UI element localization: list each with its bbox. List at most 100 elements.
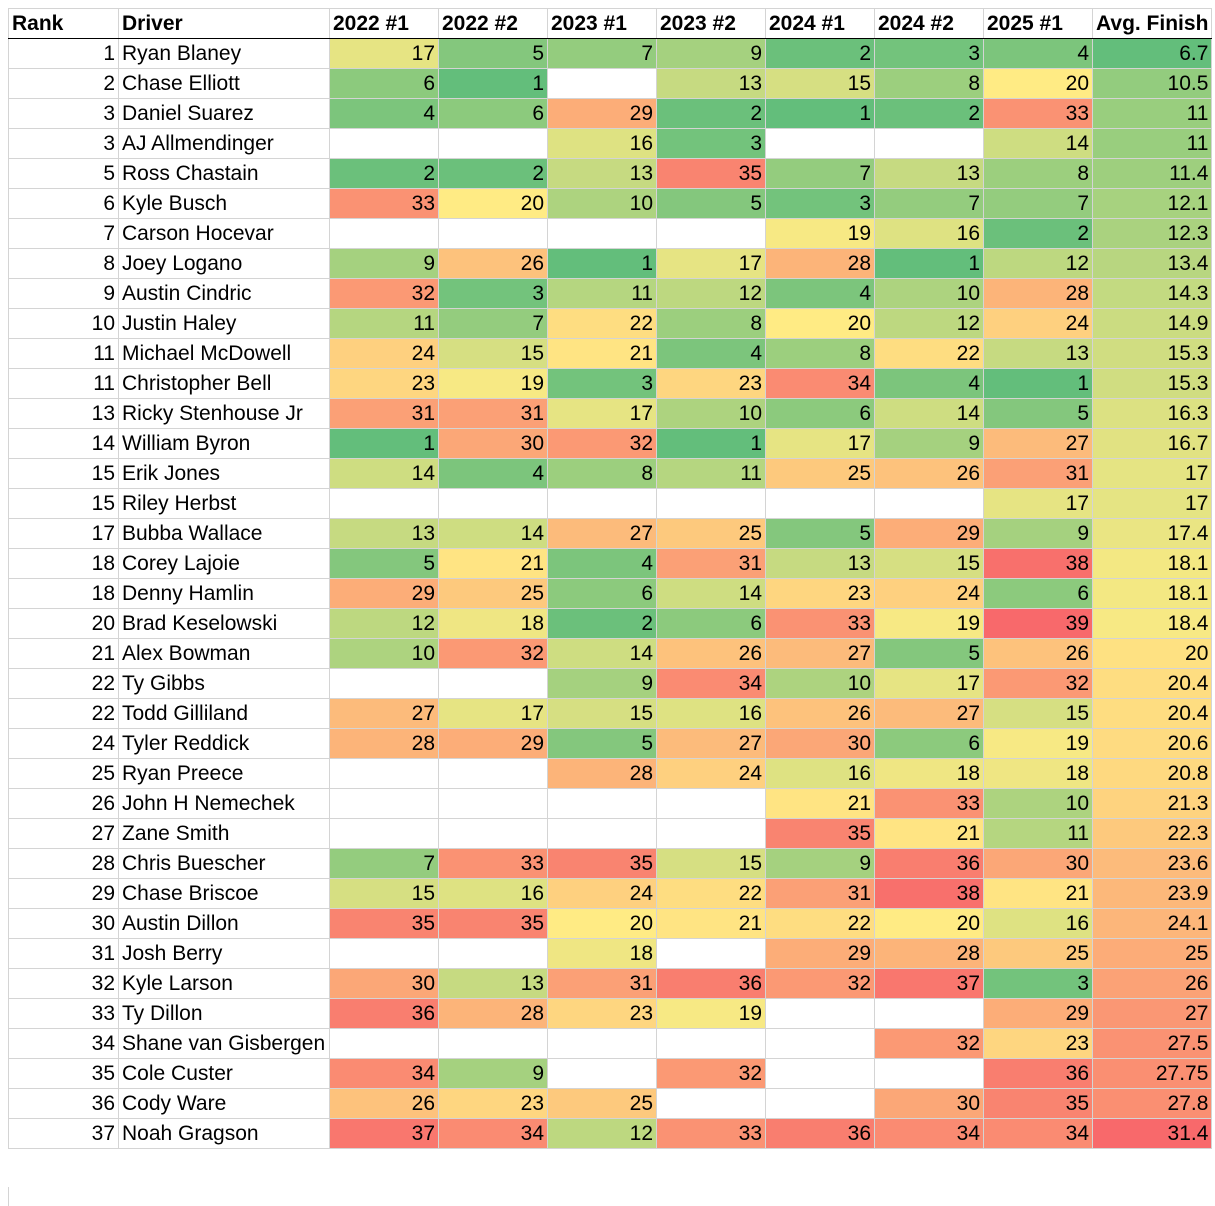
driver-cell[interactable]: Josh Berry (118, 938, 330, 969)
finish-cell[interactable]: 22 (547, 308, 657, 339)
finish-cell[interactable]: 3 (547, 368, 657, 399)
finish-cell[interactable]: 17 (438, 698, 548, 729)
finish-cell[interactable]: 10 (874, 278, 984, 309)
finish-cell[interactable]: 2 (765, 38, 875, 69)
rank-cell[interactable]: 28 (8, 848, 119, 879)
avg-finish-cell[interactable]: 27.8 (1091, 1088, 1213, 1119)
finish-cell[interactable]: 14 (547, 638, 657, 669)
driver-cell[interactable]: Justin Haley (118, 308, 330, 339)
finish-cell[interactable]: 17 (765, 428, 875, 459)
avg-finish-cell[interactable]: 23.9 (1091, 878, 1213, 909)
avg-finish-cell[interactable]: 23.6 (1091, 848, 1213, 879)
finish-cell[interactable]: 35 (656, 158, 766, 189)
finish-cell[interactable]: 31 (983, 458, 1093, 489)
driver-cell[interactable]: Joey Logano (118, 248, 330, 279)
finish-cell[interactable] (329, 668, 439, 699)
rank-cell[interactable]: 20 (8, 608, 119, 639)
finish-cell[interactable]: 17 (983, 488, 1093, 519)
finish-cell[interactable]: 1 (874, 248, 984, 279)
finish-cell[interactable]: 33 (656, 1118, 766, 1149)
finish-cell[interactable]: 4 (547, 548, 657, 579)
finish-cell[interactable]: 1 (983, 368, 1093, 399)
finish-cell[interactable]: 18 (983, 758, 1093, 789)
finish-cell[interactable]: 9 (547, 668, 657, 699)
rank-cell[interactable]: 9 (8, 278, 119, 309)
rank-cell[interactable]: 1 (8, 38, 119, 69)
finish-cell[interactable]: 35 (983, 1088, 1093, 1119)
rank-cell[interactable]: 5 (8, 158, 119, 189)
finish-cell[interactable]: 16 (547, 128, 657, 159)
driver-cell[interactable]: Todd Gilliland (118, 698, 330, 729)
finish-cell[interactable]: 39 (983, 608, 1093, 639)
finish-cell[interactable]: 37 (329, 1118, 439, 1149)
column-header[interactable]: 2022 #2 (438, 8, 548, 39)
finish-cell[interactable]: 14 (329, 458, 439, 489)
finish-cell[interactable] (547, 1028, 657, 1059)
finish-cell[interactable]: 26 (656, 638, 766, 669)
finish-cell[interactable] (438, 128, 548, 159)
avg-finish-cell[interactable]: 21.3 (1091, 788, 1213, 819)
avg-finish-cell[interactable]: 20.4 (1091, 668, 1213, 699)
finish-cell[interactable]: 1 (765, 98, 875, 129)
avg-finish-cell[interactable]: 16.7 (1091, 428, 1213, 459)
rank-cell[interactable]: 8 (8, 248, 119, 279)
driver-cell[interactable]: Ross Chastain (118, 158, 330, 189)
finish-cell[interactable] (547, 1058, 657, 1089)
column-header[interactable]: 2023 #2 (656, 8, 766, 39)
finish-cell[interactable] (438, 758, 548, 789)
column-header[interactable]: Rank (8, 8, 119, 39)
finish-cell[interactable]: 26 (983, 638, 1093, 669)
avg-finish-cell[interactable]: 27.75 (1091, 1058, 1213, 1089)
finish-cell[interactable]: 36 (874, 848, 984, 879)
rank-cell[interactable]: 14 (8, 428, 119, 459)
finish-cell[interactable]: 13 (547, 158, 657, 189)
finish-cell[interactable]: 33 (438, 848, 548, 879)
finish-cell[interactable]: 22 (874, 338, 984, 369)
finish-cell[interactable]: 34 (765, 368, 875, 399)
avg-finish-cell[interactable]: 17 (1091, 458, 1213, 489)
finish-cell[interactable]: 24 (656, 758, 766, 789)
finish-cell[interactable]: 1 (438, 68, 548, 99)
driver-cell[interactable]: Ty Dillon (118, 998, 330, 1029)
driver-cell[interactable]: AJ Allmendinger (118, 128, 330, 159)
finish-cell[interactable]: 35 (547, 848, 657, 879)
driver-cell[interactable]: Corey Lajoie (118, 548, 330, 579)
rank-cell[interactable]: 33 (8, 998, 119, 1029)
finish-cell[interactable]: 23 (656, 368, 766, 399)
finish-cell[interactable]: 36 (765, 1118, 875, 1149)
finish-cell[interactable]: 36 (656, 968, 766, 999)
driver-cell[interactable]: Bubba Wallace (118, 518, 330, 549)
finish-cell[interactable]: 13 (983, 338, 1093, 369)
finish-cell[interactable]: 34 (438, 1118, 548, 1149)
finish-cell[interactable]: 6 (656, 608, 766, 639)
driver-cell[interactable]: Michael McDowell (118, 338, 330, 369)
driver-cell[interactable]: Erik Jones (118, 458, 330, 489)
finish-cell[interactable]: 13 (656, 68, 766, 99)
finish-cell[interactable] (765, 1088, 875, 1119)
finish-cell[interactable]: 20 (547, 908, 657, 939)
finish-cell[interactable]: 38 (874, 878, 984, 909)
finish-cell[interactable] (656, 488, 766, 519)
finish-cell[interactable]: 34 (983, 1118, 1093, 1149)
finish-cell[interactable]: 20 (874, 908, 984, 939)
finish-cell[interactable] (438, 818, 548, 849)
finish-cell[interactable]: 11 (983, 818, 1093, 849)
rank-cell[interactable]: 35 (8, 1058, 119, 1089)
finish-cell[interactable]: 3 (656, 128, 766, 159)
rank-cell[interactable]: 36 (8, 1088, 119, 1119)
finish-cell[interactable]: 24 (874, 578, 984, 609)
column-header[interactable]: 2022 #1 (329, 8, 439, 39)
finish-cell[interactable]: 27 (329, 698, 439, 729)
rank-cell[interactable]: 2 (8, 68, 119, 99)
finish-cell[interactable]: 2 (438, 158, 548, 189)
avg-finish-cell[interactable]: 12.1 (1091, 188, 1213, 219)
finish-cell[interactable]: 32 (547, 428, 657, 459)
driver-cell[interactable]: Austin Dillon (118, 908, 330, 939)
finish-cell[interactable]: 21 (547, 338, 657, 369)
finish-cell[interactable]: 16 (874, 218, 984, 249)
finish-cell[interactable] (765, 128, 875, 159)
finish-cell[interactable]: 15 (983, 698, 1093, 729)
finish-cell[interactable]: 4 (438, 458, 548, 489)
finish-cell[interactable]: 19 (438, 368, 548, 399)
finish-cell[interactable] (765, 1058, 875, 1089)
